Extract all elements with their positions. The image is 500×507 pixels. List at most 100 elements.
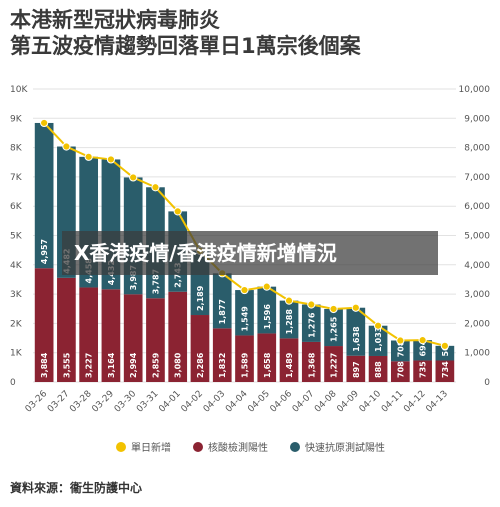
bar-label-rat: 1,877 [218, 299, 227, 324]
bar-pcr [212, 328, 232, 382]
bar-rat [390, 340, 410, 362]
bar-rat [257, 286, 277, 334]
legend-item-line: 單日新增 [116, 439, 171, 454]
bar-label-pcr: 1,368 [307, 352, 316, 378]
right-axis-tick: 10,000 [459, 85, 491, 95]
bar-label-pcr: 888 [374, 361, 383, 378]
x-axis-tick: 04-09 [335, 389, 361, 415]
legend-swatch-line [116, 441, 126, 452]
bar-label-rat: 1,638 [352, 326, 361, 352]
overlay-banner: X香港疫情/香港疫情新增情況 [62, 231, 438, 275]
bar-label-pcr: 2,286 [196, 352, 205, 378]
legend-label-rat: 快速抗原測試陽性 [305, 443, 385, 454]
x-axis-tick: 03-27 [46, 389, 72, 415]
line-point [173, 207, 182, 216]
x-axis-tick: 03-29 [90, 389, 116, 415]
bar-label-rat: 1,288 [285, 309, 294, 335]
bar-label-pcr: 3,164 [107, 352, 116, 378]
line-point [84, 152, 93, 161]
legend-swatch-pcr [193, 441, 203, 452]
bar-label-pcr: 3,227 [85, 353, 94, 378]
bar-label-pcr: 3,884 [40, 352, 49, 378]
x-axis-tick: 04-05 [246, 389, 272, 415]
line-point [151, 183, 160, 192]
legend-swatch-rat [290, 441, 300, 452]
bar-rat [235, 290, 254, 336]
line-point [284, 296, 294, 305]
right-axis-tick: 6,000 [464, 202, 490, 212]
right-axis-tick: 3,000 [464, 290, 490, 300]
x-axis-tick: 03-28 [68, 389, 94, 415]
x-axis-tick: 04-07 [291, 389, 317, 415]
bar-pcr [413, 360, 432, 382]
bar-label-rat: 1,033 [374, 327, 383, 352]
x-axis-tick: 03-26 [24, 389, 50, 415]
bar-label-rat: 3,787 [151, 269, 160, 294]
left-axis-tick: 3K [10, 290, 23, 300]
bar-pcr [79, 287, 99, 382]
bar-label-rat: 708 [396, 340, 405, 357]
bar-label-pcr: 3,080 [174, 352, 183, 378]
x-axis-tick: 04-03 [202, 389, 228, 415]
left-axis-tick: 5K [10, 232, 23, 242]
right-axis-tick: 0 [484, 378, 490, 388]
legend-label-line: 單日新增 [131, 443, 171, 454]
bar-label-rat: 4,957 [40, 239, 49, 264]
bar-pcr [101, 289, 121, 382]
x-axis-tick: 04-04 [224, 389, 250, 415]
line-point [418, 336, 427, 345]
bar-label-pcr: 3,555 [62, 352, 71, 378]
bar-label-pcr: 897 [352, 361, 361, 378]
source-note: 資料來源：衞生防護中心 [10, 481, 143, 495]
bar-rat [346, 307, 366, 356]
bar-pcr [368, 355, 388, 382]
left-axis-tick: 0 [10, 378, 16, 388]
bar-pcr [168, 291, 188, 382]
bar-rat [368, 325, 388, 356]
bar-pcr [190, 315, 210, 382]
x-axis-tick: 04-11 [380, 389, 406, 415]
bar-pcr [301, 341, 321, 382]
bar-label-pcr: 1,589 [241, 352, 250, 378]
bar-pcr [346, 355, 366, 382]
bar-rat [324, 308, 343, 347]
bar-pcr [123, 294, 143, 382]
bar-rat [212, 273, 232, 329]
line-point [440, 341, 449, 350]
line-point [129, 173, 138, 182]
bar-pcr [279, 338, 299, 382]
bar-label-pcr: 2,994 [129, 352, 138, 378]
bar-rat [413, 340, 432, 361]
left-axis-tick: 8K [10, 144, 23, 154]
line-point [351, 303, 360, 312]
right-axis-tick: 5,000 [464, 232, 490, 242]
line-point [373, 321, 383, 330]
bar-label-pcr: 735 [419, 361, 428, 378]
left-axis-tick: 9K [10, 114, 23, 124]
chart-title-line1: 本港新型冠狀病毒肺炎 [10, 8, 220, 32]
right-axis-tick: 8,000 [464, 144, 490, 154]
bar-label-pcr: 1,658 [263, 352, 272, 378]
bar-pcr [34, 268, 54, 382]
x-axis-tick: 03-31 [135, 389, 161, 415]
bar-rat [301, 304, 321, 342]
line-point [106, 155, 116, 164]
line-point [240, 285, 249, 295]
bar-label-pcr: 708 [396, 361, 405, 378]
bar-label-rat: 3,987 [129, 265, 138, 290]
x-axis-tick: 04-08 [313, 389, 339, 415]
bar-rat [34, 122, 54, 269]
left-axis-tick: 7K [10, 173, 23, 183]
legend-item-pcr: 核酸檢測陽性 [193, 439, 268, 454]
legend-item-rat: 快速抗原測試陽性 [290, 439, 385, 454]
line-point [329, 304, 338, 314]
bar-label-pcr: 1,832 [218, 353, 227, 378]
left-axis-tick: 1K [10, 349, 23, 359]
right-axis-tick: 4,000 [464, 261, 490, 271]
left-axis-tick: 10K [10, 85, 28, 95]
bar-pcr [235, 335, 254, 382]
right-axis-tick: 2,000 [464, 319, 490, 329]
bar-label-rat: 694 [419, 339, 428, 356]
bar-rat [279, 300, 299, 339]
bar-label-rat: 2,743 [174, 262, 183, 287]
